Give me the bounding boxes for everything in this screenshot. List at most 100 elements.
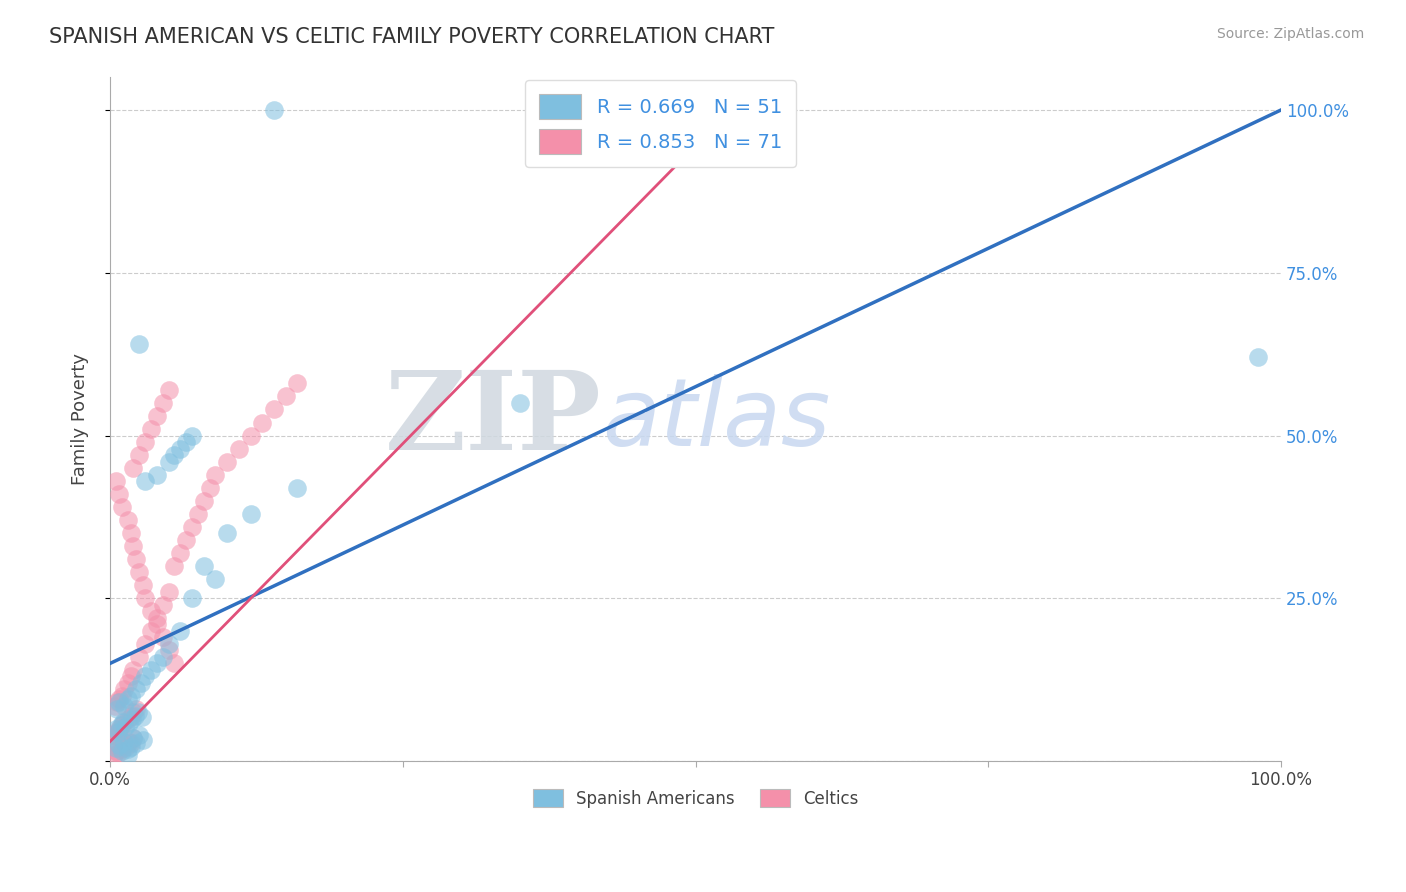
Legend: Spanish Americans, Celtics: Spanish Americans, Celtics: [526, 782, 865, 814]
Point: [127, 705, 149, 719]
Point: [204, 572, 226, 586]
Point: [132, 578, 155, 592]
Point: [111, 744, 134, 758]
Point: [120, 708, 142, 723]
Point: [217, 454, 239, 468]
Point: [169, 442, 191, 456]
Point: [111, 718, 134, 732]
Point: [134, 669, 156, 683]
Point: [122, 539, 145, 553]
Point: [198, 481, 221, 495]
Point: [134, 435, 156, 450]
Point: [112, 714, 135, 729]
Point: [108, 692, 131, 706]
Point: [121, 712, 143, 726]
Point: [128, 728, 150, 742]
Point: [117, 692, 139, 706]
Text: atlas: atlas: [602, 374, 830, 465]
Point: [128, 566, 150, 580]
Point: [287, 481, 309, 495]
Point: [263, 103, 285, 117]
Point: [263, 402, 285, 417]
Point: [103, 728, 125, 742]
Point: [120, 739, 142, 754]
Point: [111, 742, 134, 756]
Point: [105, 702, 128, 716]
Point: [509, 396, 531, 410]
Point: [193, 493, 215, 508]
Point: [174, 533, 197, 547]
Point: [122, 731, 145, 746]
Point: [108, 487, 131, 501]
Point: [104, 744, 127, 758]
Point: [146, 467, 169, 482]
Point: [252, 416, 274, 430]
Point: [122, 461, 145, 475]
Point: [128, 337, 150, 351]
Point: [125, 552, 148, 566]
Point: [112, 734, 135, 748]
Point: [163, 657, 186, 671]
Point: [125, 682, 148, 697]
Point: [217, 526, 239, 541]
Point: [117, 513, 139, 527]
Point: [125, 702, 148, 716]
Point: [274, 389, 297, 403]
Point: [111, 714, 134, 729]
Point: [139, 604, 162, 618]
Point: [104, 729, 127, 743]
Point: [107, 724, 129, 739]
Point: [163, 448, 186, 462]
Point: [122, 705, 145, 719]
Point: [157, 454, 180, 468]
Point: [104, 474, 127, 488]
Point: [169, 624, 191, 638]
Point: [103, 747, 125, 762]
Point: [152, 649, 174, 664]
Point: [169, 546, 191, 560]
Point: [228, 442, 250, 456]
Point: [204, 467, 226, 482]
Point: [181, 519, 204, 533]
Point: [122, 663, 145, 677]
Point: [181, 428, 204, 442]
Point: [157, 643, 180, 657]
Point: [125, 736, 148, 750]
Point: [146, 657, 169, 671]
Point: [117, 747, 139, 762]
Point: [134, 637, 156, 651]
Point: [139, 422, 162, 436]
Point: [120, 526, 142, 541]
Point: [120, 736, 142, 750]
Point: [120, 669, 142, 683]
Point: [108, 741, 131, 756]
Point: [110, 718, 132, 732]
Point: [111, 500, 134, 515]
Point: [115, 739, 138, 754]
Point: [152, 631, 174, 645]
Point: [108, 722, 131, 736]
Point: [157, 584, 180, 599]
Point: [187, 507, 209, 521]
Point: [108, 738, 131, 752]
Point: [287, 376, 309, 391]
Text: Source: ZipAtlas.com: Source: ZipAtlas.com: [1216, 27, 1364, 41]
Point: [112, 738, 135, 752]
Point: [122, 731, 145, 746]
Point: [134, 474, 156, 488]
Point: [105, 724, 128, 739]
Point: [181, 591, 204, 606]
Point: [117, 676, 139, 690]
Point: [239, 428, 262, 442]
Point: [105, 696, 128, 710]
Text: SPANISH AMERICAN VS CELTIC FAMILY POVERTY CORRELATION CHART: SPANISH AMERICAN VS CELTIC FAMILY POVERT…: [49, 27, 775, 46]
Point: [152, 598, 174, 612]
Point: [239, 507, 262, 521]
Point: [104, 741, 127, 756]
Point: [139, 663, 162, 677]
Point: [139, 624, 162, 638]
Point: [118, 716, 141, 731]
Point: [157, 383, 180, 397]
Point: [157, 637, 180, 651]
Point: [152, 396, 174, 410]
